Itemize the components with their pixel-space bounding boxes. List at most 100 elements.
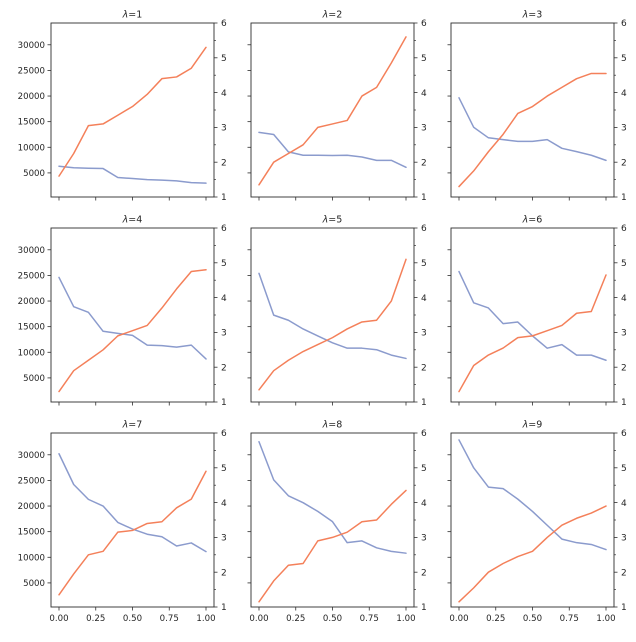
- subplot-lambda-9: λ=9 0.00 0.25 0.50 0.75 1.00 1 2 3 4 5 6: [447, 420, 627, 624]
- left-tick-label: 30000: [18, 41, 45, 51]
- right-tick-label: 4: [621, 499, 627, 509]
- left-tick-label: 30000: [18, 451, 45, 461]
- right-tick-label: 4: [421, 499, 427, 509]
- right-tick-label: 6: [421, 19, 427, 29]
- right-tick-label: 1: [221, 193, 227, 203]
- subplot-title: λ=9: [522, 420, 543, 431]
- left-series-line: [458, 439, 607, 551]
- right-tick-label: 1: [621, 193, 627, 203]
- right-series-line: [458, 505, 607, 603]
- left-series-line: [58, 276, 207, 360]
- right-tick-label: 4: [621, 89, 627, 99]
- right-tick-label: 2: [221, 568, 227, 578]
- right-tick-label: 5: [221, 464, 227, 474]
- left-tick-label: 15000: [18, 118, 45, 128]
- right-tick-label: 3: [621, 534, 627, 544]
- x-tick-label: 0.50: [323, 614, 342, 624]
- subplot-lambda-4: λ=4 5000 10000 15000 20000 25000 30000 1 2 3 4 5 6: [18, 215, 227, 409]
- right-tick-label: 5: [421, 464, 427, 474]
- right-tick-label: 1: [421, 603, 427, 613]
- subplot-title: λ=7: [122, 420, 143, 431]
- plot-box: [450, 227, 615, 403]
- right-tick-label: 2: [621, 158, 627, 168]
- right-series-line: [58, 269, 207, 393]
- right-tick-label: 1: [221, 603, 227, 613]
- left-tick-label: 10000: [18, 553, 45, 563]
- subplot-title: λ=8: [322, 420, 343, 431]
- left-tick-label: 30000: [18, 246, 45, 256]
- right-tick-label: 6: [221, 224, 227, 234]
- left-series-line: [58, 453, 207, 553]
- left-series-line: [258, 131, 407, 169]
- subplot-title: λ=5: [322, 215, 343, 226]
- right-series-line: [458, 72, 607, 188]
- right-tick-label: 3: [621, 124, 627, 134]
- x-tick-label: 1.00: [596, 614, 615, 624]
- x-tick-label: 0.00: [449, 614, 468, 624]
- x-tick-label: 0.25: [486, 614, 505, 624]
- left-tick-label: 25000: [18, 271, 45, 281]
- right-tick-label: 4: [621, 294, 627, 304]
- left-tick-label: 25000: [18, 66, 45, 76]
- left-tick-label: 20000: [18, 92, 45, 102]
- left-series-line: [58, 165, 207, 184]
- right-tick-label: 1: [221, 398, 227, 408]
- right-tick-label: 6: [421, 429, 427, 439]
- right-tick-label: 5: [621, 464, 627, 474]
- left-tick-label: 10000: [18, 348, 45, 358]
- right-tick-label: 6: [221, 429, 227, 439]
- subplot-title: λ=2: [322, 10, 343, 21]
- right-tick-label: 2: [421, 363, 427, 373]
- left-tick-label: 5000: [23, 169, 45, 179]
- right-tick-label: 2: [421, 568, 427, 578]
- subplot-title: λ=4: [122, 215, 143, 226]
- plot-box: [450, 432, 615, 608]
- x-tick-label: 0.00: [49, 614, 68, 624]
- right-tick-label: 3: [421, 534, 427, 544]
- right-tick-label: 6: [421, 224, 427, 234]
- left-tick-label: 15000: [18, 323, 45, 333]
- plot-box: [50, 227, 215, 403]
- left-tick-label: 15000: [18, 528, 45, 538]
- right-series-line: [258, 258, 407, 391]
- plot-box: [250, 432, 415, 608]
- right-tick-label: 5: [621, 54, 627, 64]
- right-tick-label: 1: [621, 603, 627, 613]
- x-tick-label: 0.00: [249, 614, 268, 624]
- right-tick-label: 3: [221, 124, 227, 134]
- right-tick-label: 5: [221, 54, 227, 64]
- subplot-lambda-8: λ=8 0.00 0.25 0.50 0.75 1.00 1 2 3 4 5 6: [247, 420, 427, 624]
- right-tick-label: 4: [221, 499, 227, 509]
- right-tick-label: 1: [421, 193, 427, 203]
- subplot-lambda-6: λ=6 1 2 3 4 5 6: [447, 215, 627, 408]
- left-series-line: [458, 270, 607, 361]
- x-tick-label: 0.25: [286, 614, 305, 624]
- right-tick-label: 3: [221, 534, 227, 544]
- left-series-line: [258, 272, 407, 360]
- right-tick-label: 3: [421, 124, 427, 134]
- subplot-lambda-3: λ=3 1 2 3 4 5 6: [447, 10, 627, 203]
- subplot-lambda-7: λ=7 0.00 0.25 0.50 0.75 1.00 5000 10000 15000 200…: [18, 420, 227, 625]
- left-tick-label: 10000: [18, 143, 45, 153]
- x-tick-label: 0.75: [560, 614, 579, 624]
- subplot-title: λ=1: [122, 10, 143, 21]
- right-tick-label: 1: [621, 398, 627, 408]
- x-tick-label: 0.75: [160, 614, 179, 624]
- right-tick-label: 3: [621, 329, 627, 339]
- right-series-line: [58, 470, 207, 596]
- right-tick-label: 6: [621, 224, 627, 234]
- left-series-line: [258, 440, 407, 554]
- right-tick-label: 4: [221, 89, 227, 99]
- plot-box: [50, 22, 215, 198]
- right-tick-label: 2: [421, 158, 427, 168]
- x-tick-label: 1.00: [196, 614, 215, 624]
- plot-box: [250, 22, 415, 198]
- right-tick-label: 6: [621, 429, 627, 439]
- x-tick-label: 0.75: [360, 614, 379, 624]
- right-tick-label: 2: [221, 363, 227, 373]
- right-tick-label: 5: [421, 54, 427, 64]
- plot-box: [450, 22, 615, 198]
- right-tick-label: 5: [221, 259, 227, 269]
